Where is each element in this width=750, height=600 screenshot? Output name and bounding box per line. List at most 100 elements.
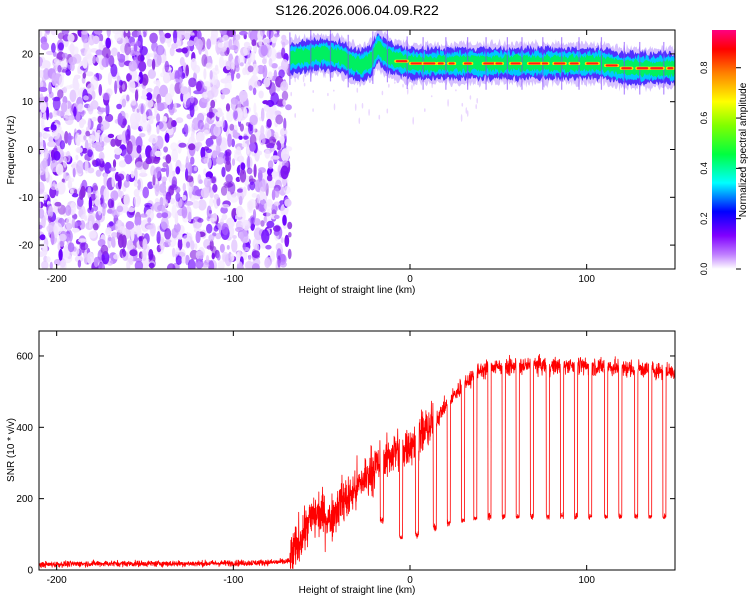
noise-blob bbox=[44, 96, 49, 103]
noise-blob bbox=[235, 34, 241, 41]
snr-ytick-label: 0 bbox=[27, 566, 33, 577]
noise-blob bbox=[147, 217, 152, 224]
noise-blob bbox=[152, 142, 158, 155]
noise-blob bbox=[85, 71, 94, 77]
noise-speck bbox=[455, 89, 457, 92]
noise-blob bbox=[206, 38, 212, 50]
noise-blob bbox=[135, 161, 144, 170]
noise-blob bbox=[160, 216, 169, 230]
noise-blob bbox=[156, 212, 163, 219]
noise-blob bbox=[279, 261, 287, 268]
noise-blob bbox=[57, 65, 62, 73]
noise-blob bbox=[52, 96, 61, 102]
noise-blob bbox=[111, 47, 118, 57]
noise-blob bbox=[74, 74, 81, 80]
noise-blob bbox=[174, 211, 179, 225]
noise-blob bbox=[148, 262, 155, 269]
noise-blob bbox=[122, 118, 128, 126]
noise-blob bbox=[127, 257, 133, 263]
noise-blob bbox=[201, 54, 208, 67]
noise-blob bbox=[185, 241, 191, 248]
noise-blob bbox=[136, 224, 141, 232]
noise-blob bbox=[195, 81, 202, 92]
noise-blob bbox=[258, 167, 266, 174]
noise-blob bbox=[40, 81, 44, 88]
noise-speck bbox=[430, 95, 433, 98]
colorbar-gradient bbox=[712, 30, 736, 269]
noise-blob bbox=[101, 47, 111, 59]
colorbar-label: Normalized spectral amplitude bbox=[738, 82, 749, 217]
noise-blob bbox=[159, 183, 167, 194]
noise-blob bbox=[101, 141, 105, 148]
noise-blob bbox=[171, 43, 178, 49]
noise-blob bbox=[220, 206, 228, 214]
spectrogram-heatmap bbox=[39, 30, 675, 269]
noise-blob bbox=[224, 150, 228, 157]
noise-blob bbox=[241, 143, 248, 148]
noise-blob bbox=[88, 196, 93, 211]
noise-blob bbox=[58, 248, 63, 261]
noise-blob bbox=[159, 84, 169, 98]
noise-speck bbox=[411, 84, 413, 91]
noise-blob bbox=[235, 64, 240, 73]
noise-blob bbox=[259, 179, 268, 192]
noise-blob bbox=[280, 237, 284, 244]
noise-speck bbox=[386, 108, 389, 114]
noise-blob bbox=[156, 231, 161, 244]
noise-blob bbox=[228, 38, 233, 50]
noise-blob bbox=[165, 164, 170, 178]
noise-blob bbox=[136, 145, 142, 154]
noise-blob bbox=[148, 118, 154, 125]
noise-blob bbox=[110, 190, 119, 201]
noise-blob bbox=[56, 110, 66, 117]
noise-blob bbox=[221, 223, 229, 236]
noise-blob bbox=[98, 107, 107, 113]
noise-blob bbox=[212, 183, 218, 193]
noise-blob bbox=[271, 203, 278, 214]
noise-blob bbox=[206, 205, 212, 219]
noise-blob bbox=[79, 220, 86, 230]
noise-blob bbox=[68, 56, 77, 66]
spectrogram-xtick-label: 0 bbox=[407, 274, 413, 285]
noise-blob bbox=[251, 39, 257, 47]
noise-speck bbox=[447, 99, 449, 107]
noise-blob bbox=[253, 102, 257, 115]
noise-blob bbox=[65, 205, 72, 216]
noise-blob bbox=[234, 215, 239, 220]
noise-blob bbox=[101, 57, 110, 68]
noise-blob bbox=[249, 181, 256, 191]
snr-ytick-label: 600 bbox=[16, 351, 33, 362]
noise-blob bbox=[165, 154, 172, 164]
noise-blob bbox=[74, 255, 84, 263]
noise-blob bbox=[166, 263, 176, 269]
noise-blob bbox=[83, 216, 88, 221]
noise-blob bbox=[151, 58, 156, 71]
snr-xlabel: Height of straight line (km) bbox=[299, 585, 416, 596]
noise-blob bbox=[156, 102, 165, 112]
noise-blob bbox=[229, 123, 235, 131]
noise-blob bbox=[251, 193, 258, 198]
noise-blob bbox=[211, 252, 215, 260]
noise-speck bbox=[475, 104, 478, 110]
noise-blob bbox=[106, 30, 111, 38]
noise-blob bbox=[275, 114, 284, 125]
noise-blob bbox=[149, 32, 158, 44]
noise-blob bbox=[260, 241, 266, 249]
noise-blob bbox=[70, 61, 75, 72]
noise-blob bbox=[203, 93, 208, 100]
noise-blob bbox=[239, 62, 244, 67]
noise-blob bbox=[147, 115, 156, 121]
noise-blob bbox=[67, 180, 73, 189]
noise-blob bbox=[252, 263, 260, 269]
noise-blob bbox=[98, 84, 103, 96]
noise-blob bbox=[213, 193, 220, 200]
noise-blob bbox=[83, 135, 87, 141]
noise-speck bbox=[465, 107, 468, 114]
noise-blob bbox=[266, 118, 272, 128]
noise-blob bbox=[130, 170, 135, 179]
noise-blob bbox=[210, 99, 216, 109]
noise-blob bbox=[82, 56, 88, 69]
noise-blob bbox=[83, 251, 89, 265]
noise-blob bbox=[125, 30, 129, 34]
noise-blob bbox=[200, 187, 210, 199]
